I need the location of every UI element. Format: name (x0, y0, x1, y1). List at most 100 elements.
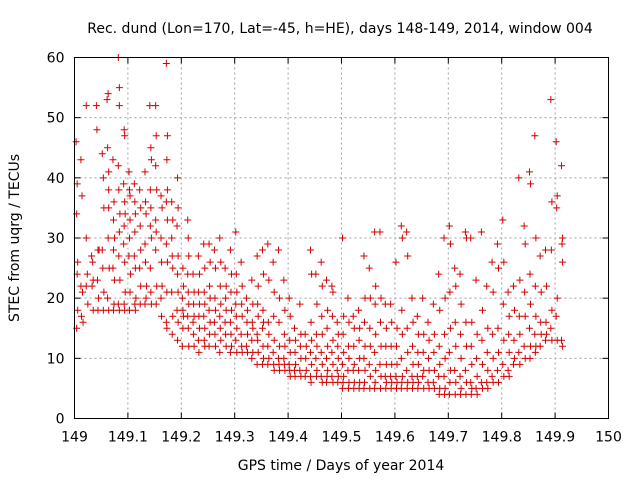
data-point (227, 288, 235, 296)
data-point (500, 258, 508, 266)
data-point (103, 96, 111, 104)
data-point (184, 288, 192, 296)
data-point (120, 300, 128, 308)
data-point (136, 264, 144, 272)
data-point (137, 204, 145, 212)
data-point (147, 234, 155, 242)
data-point (468, 318, 476, 326)
data-point (477, 228, 485, 236)
data-point (74, 306, 82, 314)
data-point (488, 372, 496, 380)
data-point (216, 282, 224, 290)
data-point (88, 282, 96, 290)
data-point (441, 354, 449, 362)
data-point (467, 390, 475, 398)
data-point (323, 324, 331, 332)
data-point (248, 336, 256, 344)
data-point (79, 288, 87, 296)
data-point (201, 264, 209, 272)
data-point (120, 240, 128, 248)
data-point (104, 234, 112, 242)
data-point (468, 360, 476, 368)
data-point (360, 318, 368, 326)
data-point (419, 348, 427, 356)
data-point (472, 384, 480, 392)
data-point (409, 318, 417, 326)
data-point (398, 234, 406, 242)
data-point (206, 282, 214, 290)
data-points (72, 54, 567, 398)
data-point (324, 306, 332, 314)
data-point (173, 306, 181, 314)
data-point (109, 306, 117, 314)
data-point (254, 312, 262, 320)
data-point (467, 234, 475, 242)
x-tick-label: 149.2 (161, 430, 201, 446)
data-point (515, 348, 523, 356)
data-point (115, 102, 123, 110)
data-point (248, 318, 256, 326)
data-point (531, 348, 539, 356)
data-point (233, 288, 241, 296)
data-point (147, 204, 155, 212)
data-point (446, 240, 454, 248)
data-point (115, 252, 123, 260)
data-point (376, 360, 384, 368)
data-point (137, 246, 145, 254)
data-point (194, 336, 202, 344)
data-point (121, 132, 129, 140)
data-point (452, 342, 460, 350)
data-point (409, 342, 417, 350)
data-point (424, 318, 432, 326)
data-point (445, 390, 453, 398)
data-point (323, 276, 331, 284)
x-tick-label: 149.3 (215, 430, 255, 446)
data-point (398, 378, 406, 386)
data-point (248, 354, 256, 362)
data-point (114, 162, 122, 170)
data-point (190, 342, 198, 350)
data-point (265, 276, 273, 284)
data-point (205, 342, 213, 350)
data-point (365, 360, 373, 368)
data-point (152, 216, 160, 224)
data-point (211, 342, 219, 350)
data-point (436, 360, 444, 368)
data-point (559, 258, 567, 266)
data-point (511, 306, 519, 314)
data-point (499, 300, 507, 308)
data-point (333, 318, 341, 326)
data-point (200, 336, 208, 344)
data-point (543, 282, 551, 290)
data-point (254, 336, 262, 344)
data-point (435, 342, 443, 350)
data-point (82, 102, 90, 110)
y-tick-label: 20 (47, 291, 65, 307)
data-point (184, 234, 192, 242)
data-point (548, 198, 556, 206)
data-point (360, 252, 368, 260)
data-point (376, 228, 384, 236)
data-point (483, 348, 491, 356)
data-point (457, 330, 465, 338)
data-point (157, 192, 165, 200)
data-point (329, 288, 337, 296)
data-point (274, 246, 282, 254)
data-point (74, 258, 82, 266)
data-point (163, 324, 171, 332)
data-point (143, 282, 151, 290)
data-point (414, 360, 422, 368)
data-point (280, 330, 288, 338)
data-point (505, 348, 513, 356)
x-tick-label: 149.9 (535, 430, 575, 446)
data-point (216, 348, 224, 356)
data-point (227, 330, 235, 338)
data-point (194, 288, 202, 296)
data-point (494, 378, 502, 386)
data-point (440, 372, 448, 380)
data-point (301, 330, 309, 338)
data-point (307, 348, 315, 356)
data-point (531, 282, 539, 290)
data-point (147, 288, 155, 296)
